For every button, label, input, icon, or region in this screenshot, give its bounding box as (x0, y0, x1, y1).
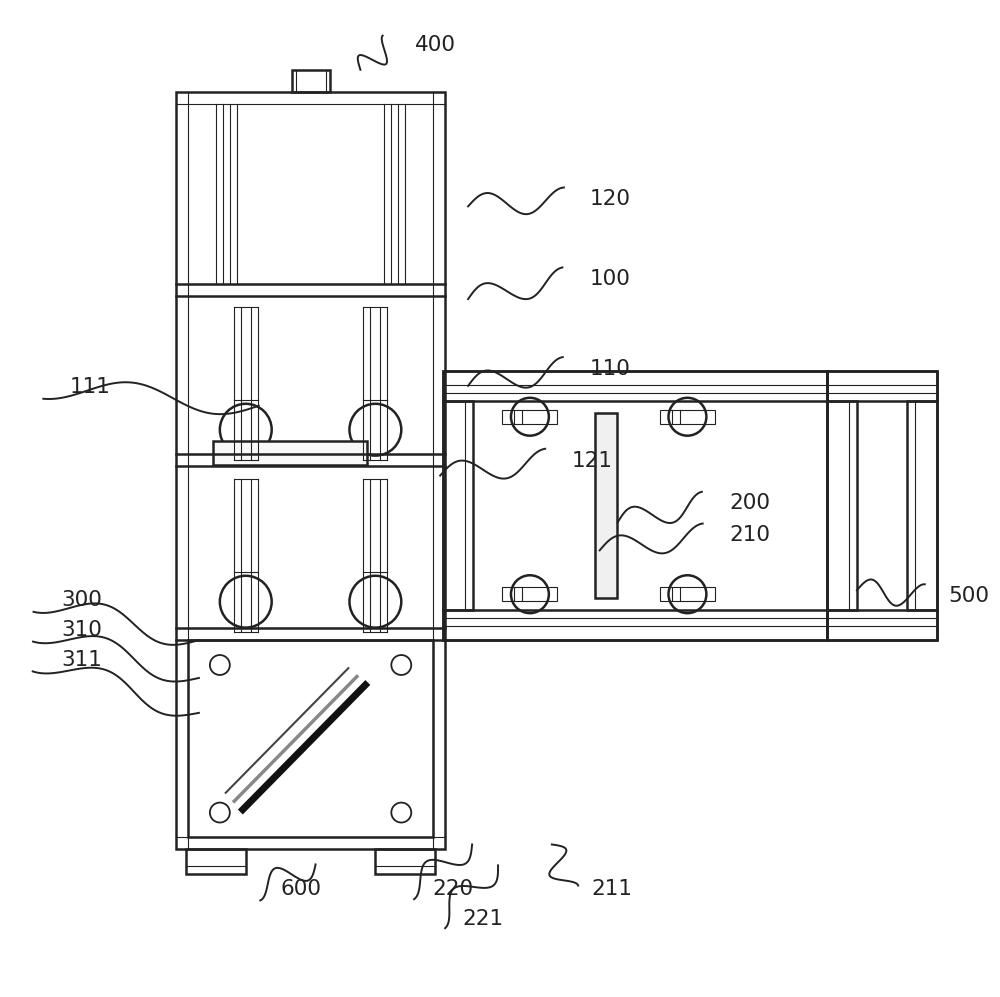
Text: 110: 110 (590, 359, 631, 379)
Bar (188, 640, 433, 837)
Bar (213, 441, 367, 465)
Bar (375, 849, 435, 874)
Bar (827, 401, 857, 610)
Text: 311: 311 (61, 650, 102, 670)
Text: 111: 111 (69, 377, 110, 397)
Text: 120: 120 (590, 189, 631, 209)
Bar (443, 401, 473, 610)
Text: 220: 220 (432, 879, 473, 899)
Bar (176, 92, 445, 849)
Text: 221: 221 (462, 909, 503, 929)
Text: 121: 121 (572, 451, 613, 471)
Text: 310: 310 (61, 620, 102, 640)
Text: 400: 400 (415, 35, 456, 55)
Text: 211: 211 (592, 879, 633, 899)
Bar (292, 70, 330, 92)
Bar (907, 401, 937, 610)
Bar (502, 587, 557, 601)
Bar (827, 610, 937, 640)
Bar (827, 371, 937, 640)
Text: 500: 500 (949, 586, 990, 606)
Bar (443, 371, 827, 640)
Bar (186, 849, 246, 874)
Bar (502, 410, 557, 424)
Bar (660, 587, 715, 601)
Text: 100: 100 (590, 269, 631, 289)
Bar (595, 413, 617, 598)
Text: 300: 300 (61, 590, 102, 610)
Bar (443, 610, 827, 640)
Bar (827, 371, 937, 401)
Bar (660, 410, 715, 424)
Bar (443, 371, 827, 401)
Text: 210: 210 (729, 525, 770, 545)
Text: 600: 600 (281, 879, 322, 899)
Text: 200: 200 (729, 494, 770, 513)
